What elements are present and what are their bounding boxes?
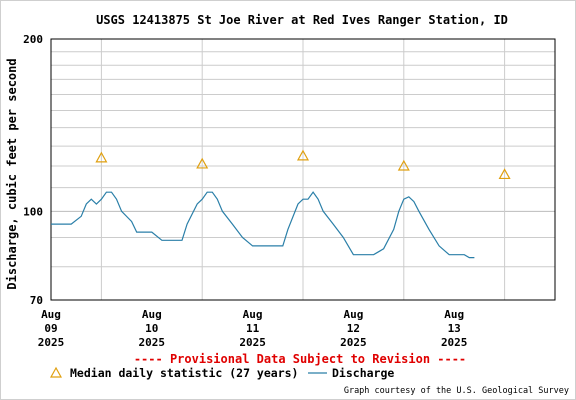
credit-text: Graph courtesy of the U.S. Geological Su… <box>344 386 569 396</box>
legend: Median daily statistic (27 years) Discha… <box>49 366 394 380</box>
x-tick-label: Aug 09 2025 <box>38 308 65 349</box>
x-axis: Aug 09 2025 Aug 10 2025 Aug 11 2025 Aug 12 2025 Aug 1… <box>38 308 468 349</box>
y-tick-label: 200 <box>23 33 43 46</box>
plot-area <box>50 38 556 301</box>
x-tick-label: Aug 13 2025 <box>441 308 468 349</box>
plot-border <box>50 38 556 301</box>
discharge-line <box>51 191 475 259</box>
median-marker <box>296 149 310 161</box>
median-marker <box>397 159 410 171</box>
series-layer <box>51 149 511 259</box>
median-marker <box>196 157 209 169</box>
legend-discharge-label: Discharge <box>332 366 394 380</box>
legend-median-marker <box>49 366 63 378</box>
y-tick-label: 100 <box>23 205 43 218</box>
median-marker <box>95 151 108 163</box>
median-marker <box>498 168 511 180</box>
y-axis-label: Discharge, cubic feet per second <box>5 58 19 289</box>
y-tick-label: 70 <box>30 294 43 307</box>
legend-median-label: Median daily statistic (27 years) <box>70 366 298 380</box>
chart-title: USGS 12413875 St Joe River at Red Ives R… <box>96 13 508 27</box>
x-tick-label: Aug 10 2025 <box>139 308 166 349</box>
provisional-data-note: ---- Provisional Data Subject to Revisio… <box>134 352 466 366</box>
x-tick-label: Aug 11 2025 <box>239 308 266 349</box>
y-axis: 70 100 200 <box>23 33 43 307</box>
x-tick-label: Aug 12 2025 <box>340 308 367 349</box>
